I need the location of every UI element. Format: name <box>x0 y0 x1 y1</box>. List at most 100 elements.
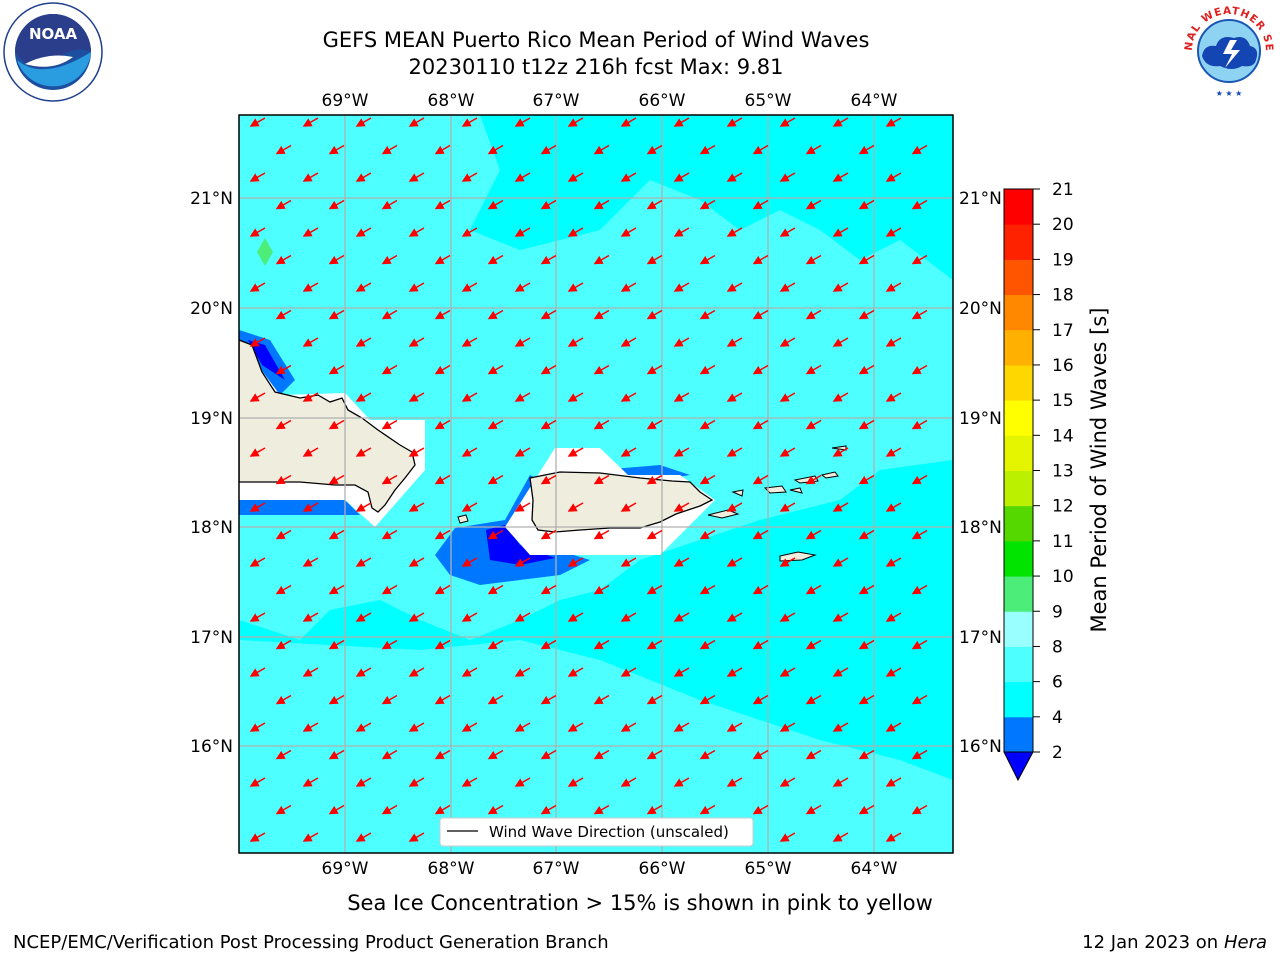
wind-arrow-icon <box>381 419 398 430</box>
wind-arrow-icon <box>461 557 478 567</box>
wind-arrow-icon <box>567 777 584 787</box>
wind-arrow-icon <box>885 777 902 787</box>
wind-arrow-icon <box>249 282 266 292</box>
wind-arrow-icon <box>567 227 584 237</box>
wind-arrow-icon <box>461 117 478 127</box>
wind-arrow-icon <box>540 254 557 265</box>
wind-arrow-icon <box>434 474 451 485</box>
wind-arrow-icon <box>885 612 902 622</box>
wind-arrow-icon <box>699 749 716 760</box>
colorbar-tick-label: 20 <box>1052 215 1074 235</box>
colorbar-tick-label: 13 <box>1052 462 1074 482</box>
lat-label-left: 21°N <box>190 189 233 209</box>
wind-arrow-icon <box>540 199 557 210</box>
wind-arrow-icon <box>249 392 266 402</box>
wind-wave-direction-arrows <box>249 117 928 842</box>
wind-arrow-icon <box>620 117 637 127</box>
wind-arrow-icon <box>540 749 557 760</box>
wind-arrow-icon <box>752 309 769 320</box>
wind-arrow-icon <box>911 144 928 155</box>
wind-arrow-icon <box>805 199 822 210</box>
wind-arrow-icon <box>805 419 822 430</box>
wind-arrow-icon <box>858 639 875 650</box>
wind-arrow-icon <box>540 584 557 595</box>
map-plot-area <box>239 115 953 853</box>
wind-arrow-icon <box>487 364 504 375</box>
wind-arrow-icon <box>514 392 531 402</box>
wind-arrow-icon <box>646 199 663 210</box>
wind-arrow-icon <box>461 777 478 787</box>
wind-arrow-icon <box>381 474 398 485</box>
wind-arrow-icon <box>620 337 637 347</box>
colorbar-tick-label: 15 <box>1052 391 1074 411</box>
wind-arrow-icon <box>540 309 557 320</box>
wind-arrow-icon <box>302 667 319 677</box>
wind-arrow-icon <box>514 722 531 732</box>
wind-arrow-icon <box>434 199 451 210</box>
wind-arrow-icon <box>699 254 716 265</box>
wind-arrow-icon <box>302 117 319 127</box>
colorbar-tick-label: 6 <box>1052 673 1063 693</box>
wind-arrow-icon <box>699 474 716 485</box>
wind-arrow-icon <box>646 804 663 815</box>
wind-arrow-icon <box>805 804 822 815</box>
wind-arrow-icon <box>487 529 504 540</box>
wind-arrow-icon <box>779 282 796 292</box>
wind-arrow-icon <box>832 502 849 512</box>
wind-arrow-icon <box>461 447 478 457</box>
wind-arrow-icon <box>381 694 398 705</box>
wind-arrow-icon <box>699 804 716 815</box>
wind-arrow-icon <box>275 749 292 760</box>
colorbar-swatch <box>1004 224 1033 260</box>
lat-label-right: 20°N <box>959 299 1002 319</box>
wind-arrow-icon <box>434 529 451 540</box>
wind-arrow-icon <box>408 392 425 402</box>
wind-arrow-icon <box>461 502 478 512</box>
wind-arrow-icon <box>673 392 690 402</box>
colorbar-swatch <box>1004 400 1033 436</box>
colorbar-swatch <box>1004 189 1033 225</box>
wind-arrow-icon <box>381 199 398 210</box>
wind-arrow-icon <box>779 557 796 567</box>
wind-arrow-icon <box>249 612 266 622</box>
wind-arrow-icon <box>673 557 690 567</box>
wind-arrow-icon <box>726 117 743 127</box>
wind-arrow-icon <box>249 777 266 787</box>
wind-arrow-icon <box>699 199 716 210</box>
wind-arrow-icon <box>752 584 769 595</box>
colorbar-swatch <box>1004 576 1033 612</box>
wind-arrow-icon <box>911 474 928 485</box>
wind-arrow-icon <box>911 639 928 650</box>
wind-arrow-icon <box>699 419 716 430</box>
wind-arrow-icon <box>275 309 292 320</box>
wind-arrow-icon <box>461 722 478 732</box>
wind-arrow-icon <box>355 502 372 512</box>
wind-arrow-icon <box>567 447 584 457</box>
wind-arrow-icon <box>487 309 504 320</box>
wind-arrow-icon <box>355 777 372 787</box>
colorbar-label: Mean Period of Wind Waves [s] <box>1087 308 1111 633</box>
wind-arrow-icon <box>302 172 319 182</box>
wind-arrow-icon <box>805 474 822 485</box>
wind-arrow-icon <box>779 777 796 787</box>
wind-arrow-icon <box>381 364 398 375</box>
wind-arrow-icon <box>779 392 796 402</box>
wind-arrow-icon <box>302 612 319 622</box>
wind-arrow-icon <box>593 529 610 540</box>
wind-arrow-icon <box>593 364 610 375</box>
wind-arrow-icon <box>381 144 398 155</box>
wind-arrow-icon <box>832 557 849 567</box>
wind-arrow-icon <box>779 722 796 732</box>
colorbar-tick-label: 8 <box>1052 637 1063 657</box>
wind-arrow-icon <box>275 694 292 705</box>
wind-arrow-icon <box>275 364 292 375</box>
wind-arrow-icon <box>832 117 849 127</box>
wind-arrow-icon <box>593 749 610 760</box>
wind-arrow-icon <box>328 309 345 320</box>
wind-arrow-icon <box>487 474 504 485</box>
wind-arrow-icon <box>275 584 292 595</box>
wind-arrow-icon <box>699 309 716 320</box>
wind-arrow-icon <box>593 584 610 595</box>
wind-arrow-icon <box>593 309 610 320</box>
wind-arrow-icon <box>911 529 928 540</box>
